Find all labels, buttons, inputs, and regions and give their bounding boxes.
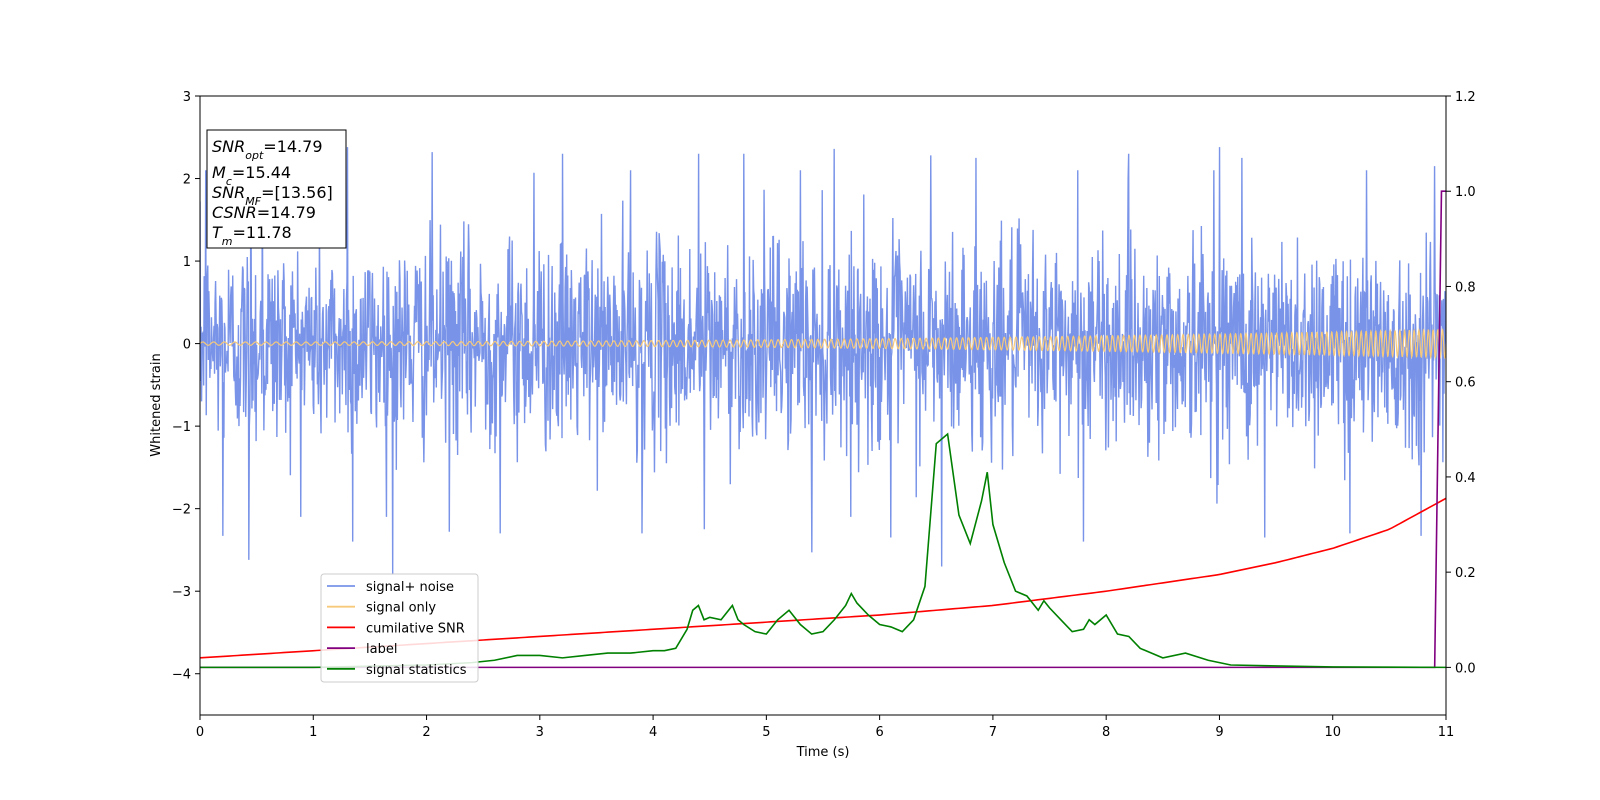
y-tick-label-left: 0 — [183, 338, 191, 353]
y-tick-label-right: 1.0 — [1455, 185, 1476, 200]
x-tick-label: 9 — [1215, 725, 1223, 740]
y-tick-label-right: 0.2 — [1455, 566, 1476, 581]
series-signal-noise — [200, 147, 1446, 575]
legend-label: signal+ noise — [366, 580, 454, 595]
y-tick-label-right: 0.6 — [1455, 376, 1476, 391]
annotation-frame — [206, 129, 347, 249]
series-signal-statistics — [200, 432, 1446, 669]
y-tick-label-left: −4 — [172, 668, 191, 683]
y-tick-label-right: 1.2 — [1455, 90, 1476, 105]
x-tick-label: 3 — [536, 725, 544, 740]
annotation-line: Tm=11.78 — [212, 223, 292, 248]
x-tick-label: 5 — [762, 725, 770, 740]
plot-frame — [199, 95, 1447, 716]
y-tick-label-left: −3 — [172, 585, 191, 600]
legend-label: signal statistics — [366, 663, 467, 678]
annotation-line: SNRMF=[13.56] — [212, 183, 333, 208]
x-tick-label: 1 — [309, 725, 317, 740]
y-tick-label-right: 0.8 — [1455, 280, 1476, 295]
y-axis-right: 0.0 0.2 0.4 0.6 0.8 1.0 1.2 — [1446, 90, 1476, 676]
x-tick-label: 7 — [989, 725, 997, 740]
x-tick-label: 4 — [649, 725, 657, 740]
x-tick-label: 8 — [1102, 725, 1110, 740]
series-label — [200, 190, 1446, 669]
y-tick-label-left: −1 — [172, 420, 191, 435]
y-tick-label-right: 0.4 — [1455, 471, 1476, 486]
annotation-box: SNRopt=14.79Mc=15.44SNRMF=[13.56]CSNR=14… — [206, 129, 347, 249]
y-tick-label-right: 0.0 — [1455, 661, 1476, 676]
x-tick-label: 11 — [1438, 725, 1455, 740]
x-tick-label: 0 — [196, 725, 204, 740]
y-tick-label-left: −2 — [172, 503, 191, 518]
y-tick-label-left: 2 — [183, 173, 191, 188]
y-tick-label-left: 1 — [183, 255, 191, 270]
legend-frame — [320, 573, 479, 683]
y-axis-label: Whitened strain — [149, 353, 164, 456]
annotation-line: CSNR=14.79 — [212, 203, 316, 222]
x-tick-label: 2 — [422, 725, 430, 740]
annotation-line: Mc=15.44 — [212, 163, 291, 188]
legend-label: cumilative SNR — [366, 621, 465, 636]
y-tick-label-left: 3 — [183, 90, 191, 105]
annotation-line: SNRopt=14.79 — [212, 137, 323, 162]
x-axis: 0 1 2 3 4 5 6 7 8 9 10 11 — [196, 715, 1454, 740]
x-tick-label: 6 — [875, 725, 883, 740]
legend-label: signal only — [366, 601, 436, 616]
y-axis-left: −4 −3 −2 −1 0 1 2 3 — [172, 90, 200, 683]
legend: signal+ noise signal only cumilative SNR la… — [320, 573, 479, 683]
legend-label: label — [366, 642, 397, 657]
x-axis-label: Time (s) — [796, 745, 850, 760]
series-signal-only — [200, 327, 1446, 360]
x-tick-label: 10 — [1324, 725, 1341, 740]
